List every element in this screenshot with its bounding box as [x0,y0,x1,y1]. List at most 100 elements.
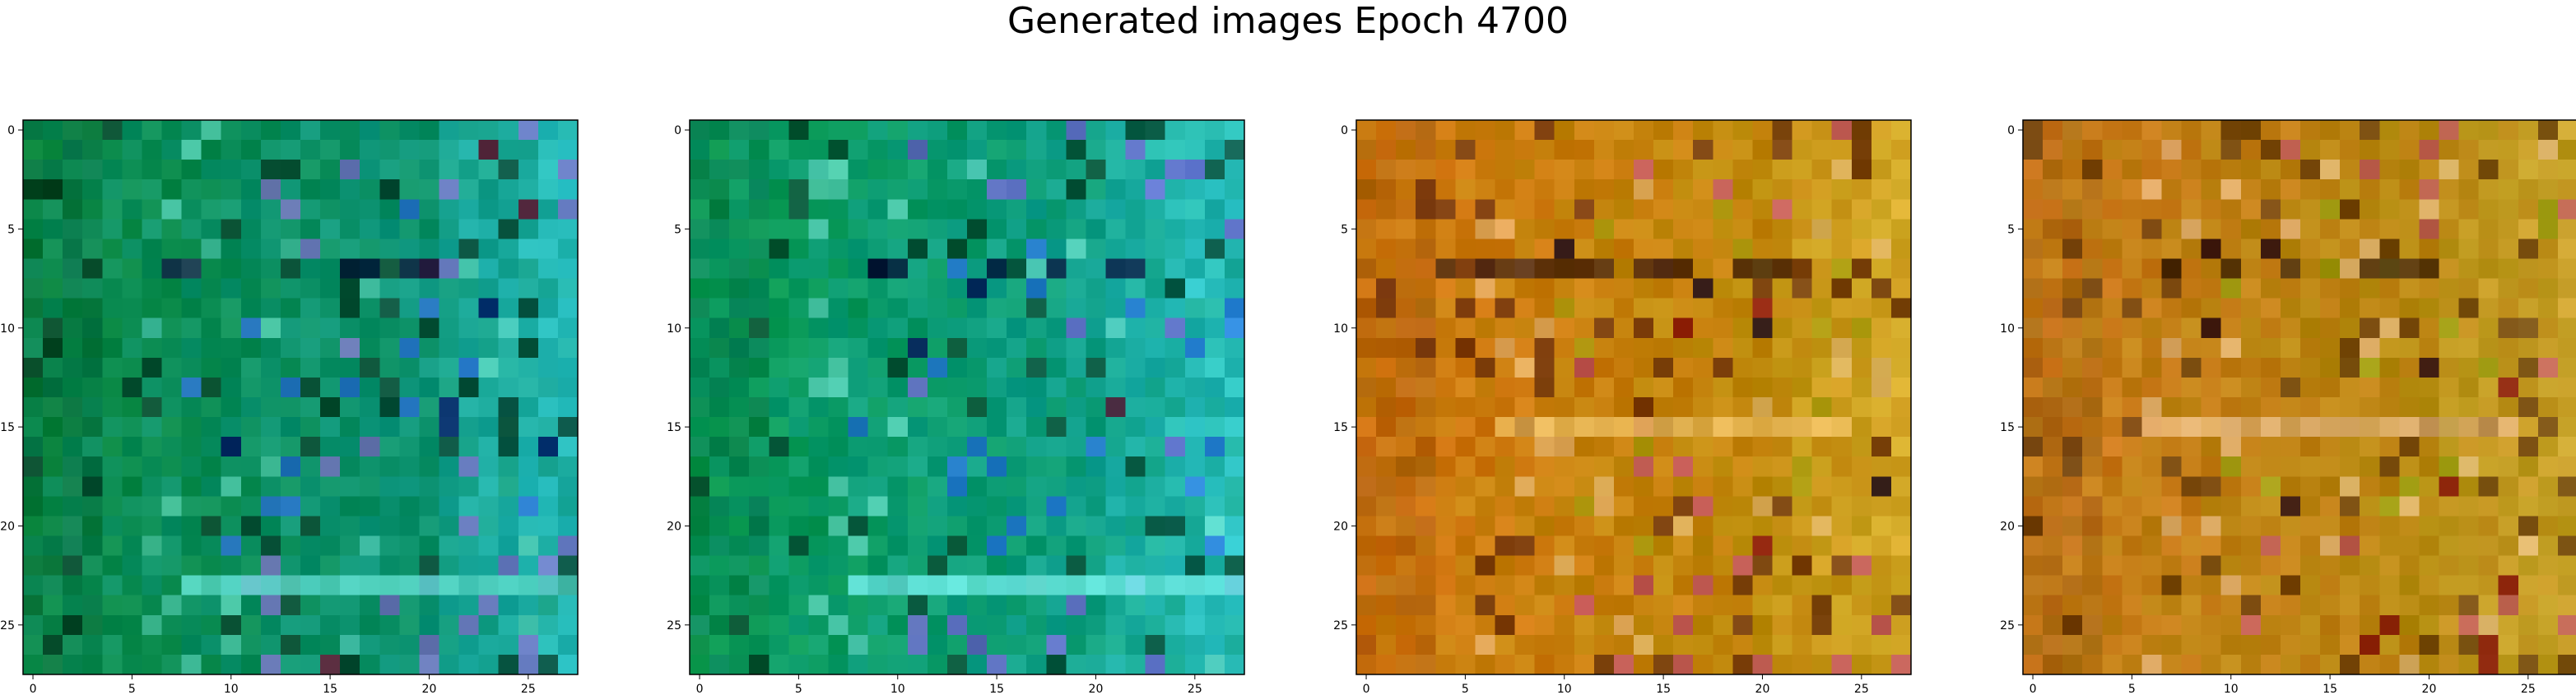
pixel-cell [2240,298,2262,319]
pixel-cell [2240,377,2262,398]
pixel-cell [181,337,202,359]
pixel-cell [1145,397,1166,418]
pixel-cell [1792,120,1813,141]
pixel-cell [1514,179,1536,200]
pixel-cell [537,258,559,280]
pixel-cell [518,496,539,517]
pixel-cell [2439,278,2460,299]
pixel-cell [82,179,103,200]
pixel-cell [1613,377,1634,398]
pixel-cell [1165,160,1186,180]
pixel-cell [63,614,83,636]
pixel-cell [2043,120,2063,141]
pixel-cell [1593,634,1615,656]
pixel-cell [2498,516,2519,536]
pixel-cell [1693,239,1713,259]
pixel-cell [1495,417,1516,438]
pixel-cell [2122,377,2142,398]
pixel-cell [1871,140,1892,160]
pixel-cell [280,437,301,457]
pixel-cell [43,160,63,180]
pixel-cell [1693,654,1713,675]
pixel-cell [1593,575,1615,596]
pixel-cell [1574,437,1595,457]
pixel-cell [1475,258,1495,280]
pixel-cell [1752,337,1773,359]
pixel-cell [769,160,789,180]
pixel-cell [478,357,500,378]
pixel-cell [1046,456,1067,477]
pixel-cell [221,575,242,596]
pixel-cell [2458,179,2480,200]
pixel-cell [2518,437,2539,457]
pixel-cell [2141,496,2162,517]
pixel-cell [690,179,710,200]
pixel-cell [709,535,730,557]
pixel-cell [828,614,849,636]
pixel-cell [1713,298,1733,319]
pixel-cell [1066,179,1086,200]
pixel-cell [1376,555,1397,577]
pixel-cell [1435,535,1456,557]
pixel-cell [1871,337,1892,359]
pixel-cell [240,298,262,319]
pixel-cell [2043,239,2063,259]
y-tick-label: 0 [7,124,15,137]
pixel-cell [320,219,341,239]
pixel-cell [749,476,770,497]
pixel-cell [142,239,162,259]
pixel-cell [987,239,1007,259]
pixel-cell [379,140,400,160]
pixel-cell [82,516,103,536]
pixel-cell [2260,140,2281,160]
pixel-cell [2439,595,2460,616]
pixel-cell [1396,337,1416,359]
pixel-cell [788,555,809,577]
pixel-cell [2419,614,2439,636]
pixel-cell [2220,377,2242,398]
pixel-cell [1811,219,1833,239]
pixel-cell [967,575,988,596]
pixel-cell [1007,456,1027,477]
pixel-cell [1475,179,1495,200]
pixel-cell [1356,239,1377,259]
pixel-cell [2320,258,2341,280]
pixel-cell [1416,575,1436,596]
pixel-cell [1673,614,1694,636]
pixel-cell [1693,140,1713,160]
pixel-cell [907,595,928,616]
pixel-cell [2220,575,2242,596]
pixel-cell [808,298,829,319]
pixel-cell [927,456,948,477]
pixel-cell [102,298,123,319]
pixel-cell [1514,614,1536,636]
pixel-cell [2498,160,2519,180]
pixel-cell [23,160,44,180]
pixel-cell [2518,456,2539,477]
pixel-cell [2379,278,2400,299]
pixel-cell [1831,317,1853,339]
pixel-cell [1396,535,1416,557]
pixel-cell [360,614,380,636]
pixel-cell [498,377,519,398]
pixel-cell [379,575,400,596]
y-tick-label: 15 [1333,421,1348,434]
pixel-cell [1416,337,1436,359]
pixel-cell [320,654,341,675]
pixel-cell [749,614,770,636]
pixel-cell [260,397,281,418]
pixel-cell [1554,456,1575,477]
pixel-cell [907,437,928,457]
pixel-cell [1851,437,1872,457]
pixel-cell [2220,555,2242,577]
pixel-cell [1376,614,1397,636]
pixel-cell [2141,456,2162,477]
pixel-cell [221,258,242,280]
pixel-cell [82,199,103,220]
pixel-cell [1613,337,1634,359]
pixel-cell [1772,397,1793,418]
pixel-cell [557,317,579,339]
pixel-cell [2181,555,2202,577]
pixel-cell [2201,614,2222,636]
pixel-cell [828,417,849,438]
